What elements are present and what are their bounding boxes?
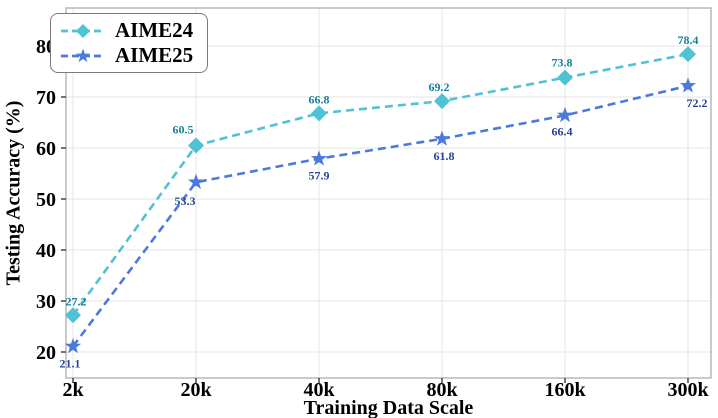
aime25-line-sample-icon bbox=[61, 48, 105, 62]
legend-entry-aime25: AIME25 bbox=[60, 43, 193, 68]
marker-star bbox=[187, 173, 205, 190]
data-label-aime24: 60.5 bbox=[173, 122, 194, 136]
legend-marker-diamond bbox=[76, 23, 90, 38]
data-label-aime25: 57.9 bbox=[309, 169, 330, 183]
data-label-aime24: 78.4 bbox=[678, 33, 699, 47]
data-label-aime25: 53.3 bbox=[175, 194, 196, 208]
legend: AIME24 AIME25 bbox=[50, 13, 209, 73]
legend-label-aime25: AIME25 bbox=[115, 43, 194, 67]
marker-star bbox=[556, 106, 574, 123]
marker-diamond bbox=[188, 137, 204, 154]
legend-label-aime24: AIME24 bbox=[115, 18, 194, 42]
plot-border bbox=[65, 7, 712, 379]
marker-diamond bbox=[557, 69, 573, 86]
series-line-aime25 bbox=[71, 84, 689, 348]
legend-entry-aime24: AIME24 bbox=[60, 18, 193, 43]
data-label-aime24: 73.8 bbox=[552, 56, 573, 70]
x-tick-label: 20k bbox=[180, 379, 212, 401]
y-tick-label: 60 bbox=[36, 138, 56, 160]
marker-diamond bbox=[311, 105, 327, 122]
aime24-line-sample-icon bbox=[61, 23, 105, 38]
y-tick-label: 70 bbox=[36, 87, 56, 109]
marker-star bbox=[64, 337, 82, 354]
data-label-aime25: 21.1 bbox=[60, 356, 81, 370]
marker-star bbox=[310, 150, 328, 166]
x-tick-label: 2k bbox=[62, 379, 84, 401]
marker-star bbox=[433, 130, 451, 146]
data-label-aime25: 61.8 bbox=[434, 149, 455, 163]
x-tick-label: 300k bbox=[667, 379, 709, 401]
y-tick-label: 50 bbox=[36, 189, 56, 211]
y-tick-label: 40 bbox=[36, 240, 56, 262]
y-tick-label: 30 bbox=[36, 291, 56, 313]
marker-star bbox=[679, 77, 697, 93]
marker-diamond bbox=[434, 93, 450, 110]
x-tick-label: 80k bbox=[426, 379, 458, 401]
data-label-aime25: 66.4 bbox=[552, 124, 573, 138]
data-label-aime25: 72.2 bbox=[687, 96, 708, 110]
x-tick-label: 40k bbox=[303, 379, 335, 401]
x-axis-title: Training Data Scale bbox=[303, 397, 474, 418]
y-axis-title: Testing Accuracy (%) bbox=[2, 100, 25, 286]
marker-diamond bbox=[65, 307, 81, 324]
data-label-aime24: 27.2 bbox=[66, 294, 87, 308]
marker-diamond bbox=[680, 46, 696, 63]
legend-marker-star bbox=[75, 48, 91, 62]
data-label-aime24: 66.8 bbox=[309, 92, 330, 106]
x-tick-label: 160k bbox=[544, 379, 586, 401]
data-label-aime24: 69.2 bbox=[429, 80, 450, 94]
y-tick-label: 20 bbox=[36, 342, 56, 364]
series-line-aime24 bbox=[71, 52, 689, 317]
